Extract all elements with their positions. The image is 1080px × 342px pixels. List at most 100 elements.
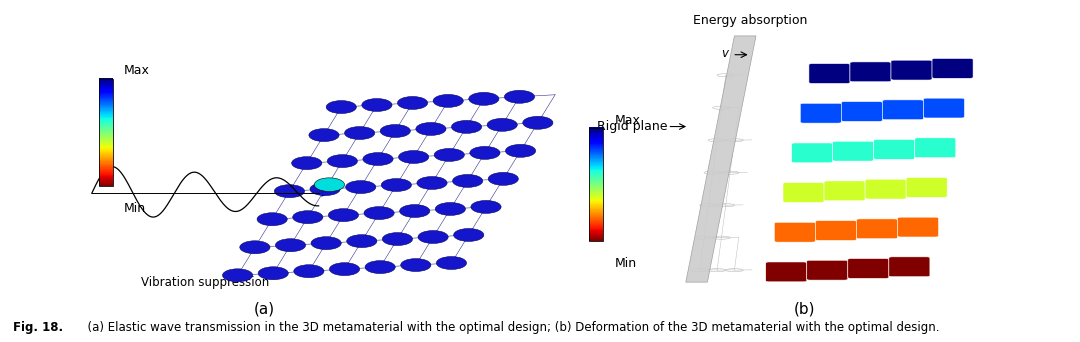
Bar (99, 159, 112, 160)
FancyBboxPatch shape (897, 217, 939, 237)
Bar (99, 161, 112, 162)
Bar (590, 188, 604, 189)
FancyBboxPatch shape (807, 260, 848, 280)
Bar (99, 95, 112, 96)
Bar (590, 218, 604, 219)
Bar (590, 145, 604, 146)
Bar (99, 132, 112, 133)
Bar (590, 194, 604, 195)
Bar (99, 168, 112, 169)
Bar (99, 139, 112, 140)
Bar (99, 98, 112, 99)
Bar (99, 143, 112, 144)
Bar (590, 220, 604, 221)
Bar (99, 140, 112, 141)
Ellipse shape (363, 153, 393, 166)
Bar (590, 198, 604, 199)
Bar (590, 195, 604, 196)
Bar (590, 194, 604, 195)
Bar (99, 174, 112, 175)
Bar (99, 108, 112, 109)
FancyBboxPatch shape (815, 221, 856, 240)
Text: Vibration suppression: Vibration suppression (141, 276, 269, 289)
Bar (590, 172, 604, 173)
Bar (590, 200, 604, 201)
Bar (99, 119, 112, 120)
Ellipse shape (327, 155, 357, 168)
Ellipse shape (310, 183, 340, 196)
Bar (99, 111, 112, 112)
Bar (590, 154, 604, 155)
Bar (590, 202, 604, 203)
Bar (590, 136, 604, 137)
Bar (590, 139, 604, 140)
Ellipse shape (345, 127, 375, 140)
Bar (590, 167, 604, 168)
Bar (590, 200, 604, 201)
Bar (99, 182, 112, 183)
Bar (590, 134, 604, 135)
Bar (590, 195, 604, 196)
Bar (590, 188, 604, 189)
Bar (590, 185, 604, 186)
Bar (590, 230, 604, 231)
Bar (590, 208, 604, 209)
Bar (590, 220, 604, 221)
Bar (590, 171, 604, 172)
Bar (99, 180, 112, 181)
Bar (99, 104, 112, 105)
FancyBboxPatch shape (889, 257, 930, 277)
Bar (590, 157, 604, 158)
Bar (99, 100, 112, 101)
Bar (590, 159, 604, 160)
Bar (590, 162, 604, 163)
Bar (590, 197, 604, 198)
Bar (99, 167, 112, 168)
Bar (99, 121, 112, 122)
Ellipse shape (382, 233, 413, 246)
Bar (99, 96, 112, 97)
Bar (590, 199, 604, 200)
Bar (590, 169, 604, 170)
Bar (590, 165, 604, 166)
Bar (590, 224, 604, 225)
Bar (99, 90, 112, 91)
Bar (590, 211, 604, 212)
Bar (99, 93, 112, 94)
Bar (590, 175, 604, 176)
Bar (99, 157, 112, 158)
Ellipse shape (275, 239, 306, 252)
FancyBboxPatch shape (856, 219, 897, 239)
Bar (99, 107, 112, 108)
Bar (590, 211, 604, 212)
Bar (99, 170, 112, 171)
Bar (590, 189, 604, 190)
Bar (590, 224, 604, 225)
Ellipse shape (294, 265, 324, 278)
Bar (99, 124, 112, 125)
Ellipse shape (309, 129, 339, 142)
Bar (590, 228, 604, 229)
Bar (99, 168, 112, 169)
Bar (590, 217, 604, 218)
Bar (99, 183, 112, 184)
Bar (99, 82, 112, 83)
Bar (590, 203, 604, 204)
Bar (99, 107, 112, 108)
Bar (590, 192, 604, 193)
Bar (590, 173, 604, 174)
Bar (99, 130, 112, 131)
Bar (590, 205, 604, 206)
Bar (99, 142, 112, 143)
Bar (99, 152, 112, 153)
Ellipse shape (435, 202, 465, 215)
FancyBboxPatch shape (824, 181, 865, 201)
Bar (99, 86, 112, 87)
Bar (590, 183, 604, 184)
Bar (99, 160, 112, 161)
Bar (590, 216, 604, 217)
Bar (99, 147, 112, 148)
Ellipse shape (523, 116, 553, 129)
FancyBboxPatch shape (809, 64, 850, 83)
Bar (99, 144, 112, 145)
